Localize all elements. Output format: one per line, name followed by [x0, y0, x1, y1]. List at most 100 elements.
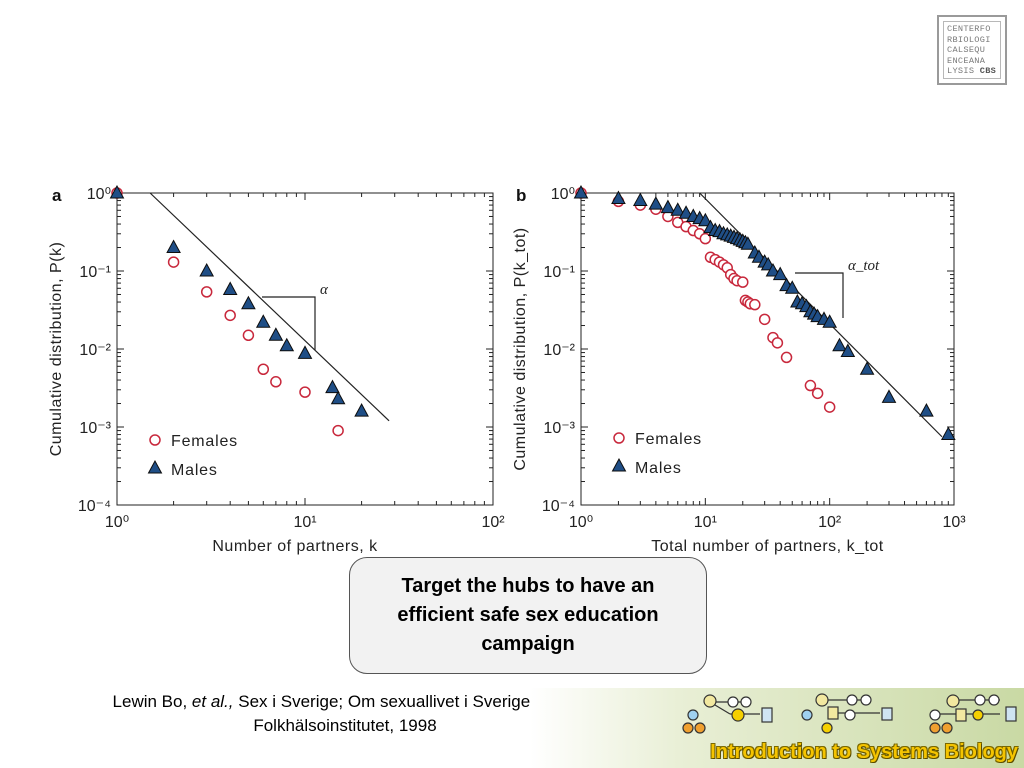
data-point-female — [200, 286, 213, 298]
systems-biology-banner: Introduction to Systems Biology — [530, 688, 1024, 768]
figure-charts: 10⁰ 10¹ 10² 10⁰ 10⁻¹ 10⁻² 10⁻³ 10⁻⁴ Number of pa… — [48, 184, 966, 555]
data-point-female — [299, 386, 311, 398]
data-point-male — [697, 212, 713, 227]
data-point-female — [699, 232, 712, 245]
x-tick-label: 10² — [818, 514, 842, 531]
data-point-male — [840, 343, 856, 357]
logo-line-1: CENTERFO — [947, 24, 991, 34]
data-point-male — [670, 202, 686, 216]
y-tick-label: 10⁻³ — [79, 420, 111, 437]
data-point-female — [758, 313, 771, 326]
data-point-female — [242, 329, 255, 342]
series-males — [109, 184, 369, 417]
citation-author: Lewin Bo, — [112, 692, 192, 711]
citation-line-1: Lewin Bo, et al., Sex i Sverige; Om sexu… — [0, 690, 690, 714]
plot-frame — [580, 192, 955, 506]
data-point-male — [940, 426, 956, 441]
data-point-male — [678, 205, 694, 219]
x-tick-label: 10¹ — [293, 514, 316, 531]
data-point-male — [822, 314, 838, 328]
data-point-female — [823, 401, 836, 413]
data-point-male — [325, 379, 340, 394]
data-point-male — [199, 262, 215, 277]
banner-title: Introduction to Systems Biology — [710, 741, 1018, 763]
data-point-female — [224, 309, 236, 322]
cbs-logo: CENTERFO RBIOLOGI CALSEQU ENCEANA LYSIS … — [937, 15, 1007, 85]
y-tick-label: 10⁻² — [79, 342, 111, 359]
slope-annotation: α — [320, 282, 329, 298]
y-axis-label: Cumulative distribution, P(k) — [48, 242, 65, 457]
data-point-male — [765, 262, 781, 277]
slope-bracket — [795, 272, 844, 318]
data-point-male — [166, 239, 181, 254]
citation-etal: et al., — [191, 692, 234, 711]
citation-rest: Sex i Sverige; Om sexuallivet i Sverige … — [233, 692, 578, 711]
data-point-male — [279, 337, 295, 352]
data-point-male — [859, 361, 875, 375]
data-point-male — [109, 184, 125, 199]
y-tick-label: 10⁻¹ — [79, 264, 111, 281]
fit-line — [149, 192, 390, 422]
data-point-male — [573, 184, 589, 199]
y-tick-label: 10⁻⁴ — [542, 498, 575, 515]
data-point-male — [648, 196, 664, 210]
data-point-female — [771, 337, 784, 349]
y-tick-label: 10⁰ — [87, 186, 111, 203]
callout-text: Target the hubs to have an efficient saf… — [397, 575, 659, 655]
citation: Lewin Bo, et al., Sex i Sverige; Om sexu… — [0, 690, 690, 738]
data-point-male — [354, 403, 369, 417]
logo-line-3: CALSEQU — [947, 45, 986, 56]
data-point-male — [222, 281, 238, 295]
legend-female-marker — [149, 434, 161, 446]
data-point-male — [772, 266, 788, 281]
network-icon-2 — [801, 693, 893, 734]
data-point-male — [255, 314, 271, 328]
series-females — [575, 187, 836, 413]
data-point-male — [268, 327, 284, 341]
y-tick-label: 10⁻³ — [543, 420, 575, 437]
data-point-female — [257, 363, 270, 376]
legend-male-label: Males — [171, 462, 218, 479]
y-axis-label: Cumulative distribution, P(k_tot) — [512, 227, 529, 470]
data-point-female — [167, 256, 180, 268]
logo-line-2: RBIOLOGI — [947, 34, 991, 45]
data-point-male — [919, 403, 934, 417]
legend-female-label: Females — [171, 433, 238, 450]
data-point-male — [632, 192, 648, 207]
data-point-female — [737, 276, 749, 288]
y-tick-label: 10⁻² — [543, 342, 575, 359]
panel-label: a — [52, 186, 62, 205]
chart-panel-b: 10⁰ 10¹ 10² 10³ 10⁰ 10⁻¹ 10⁻² 10⁻³ 10⁻⁴ Total num… — [512, 184, 966, 555]
callout-box: Target the hubs to have an efficient saf… — [349, 557, 707, 674]
x-tick-label: 10² — [481, 514, 505, 531]
x-tick-label: 10¹ — [694, 514, 717, 531]
data-point-female — [811, 387, 824, 400]
data-point-female — [270, 376, 282, 388]
y-tick-label: 10⁻¹ — [543, 264, 575, 281]
logo-line-4: ENCEANA — [947, 55, 986, 66]
data-point-male — [660, 199, 676, 214]
slope-bracket — [262, 296, 316, 350]
data-point-female — [780, 351, 793, 364]
data-point-female — [749, 298, 761, 311]
data-point-female — [804, 379, 817, 392]
series-females — [111, 187, 344, 437]
series-males — [573, 184, 956, 441]
legend-female-marker — [613, 432, 625, 444]
x-axis-label: Total number of partners, k_tot — [651, 538, 884, 555]
data-point-male — [330, 390, 346, 405]
y-tick-label: 10⁻⁴ — [78, 498, 111, 515]
logo-line-5: LYSIS CBS — [947, 66, 997, 77]
data-point-male — [881, 389, 897, 403]
data-point-female — [332, 424, 344, 437]
data-point-male — [784, 280, 800, 294]
x-tick-label: 10⁰ — [569, 514, 593, 531]
x-tick-label: 10⁰ — [105, 514, 129, 531]
panel-label: b — [516, 186, 526, 205]
chart-panel-a: 10⁰ 10¹ 10² 10⁰ 10⁻¹ 10⁻² 10⁻³ 10⁻⁴ Number of pa… — [48, 184, 505, 555]
x-axis-label: Number of partners, k — [212, 538, 378, 555]
data-point-male — [611, 190, 626, 205]
network-icons — [682, 693, 1017, 734]
data-point-male — [832, 337, 847, 352]
network-icon-1 — [682, 694, 773, 734]
